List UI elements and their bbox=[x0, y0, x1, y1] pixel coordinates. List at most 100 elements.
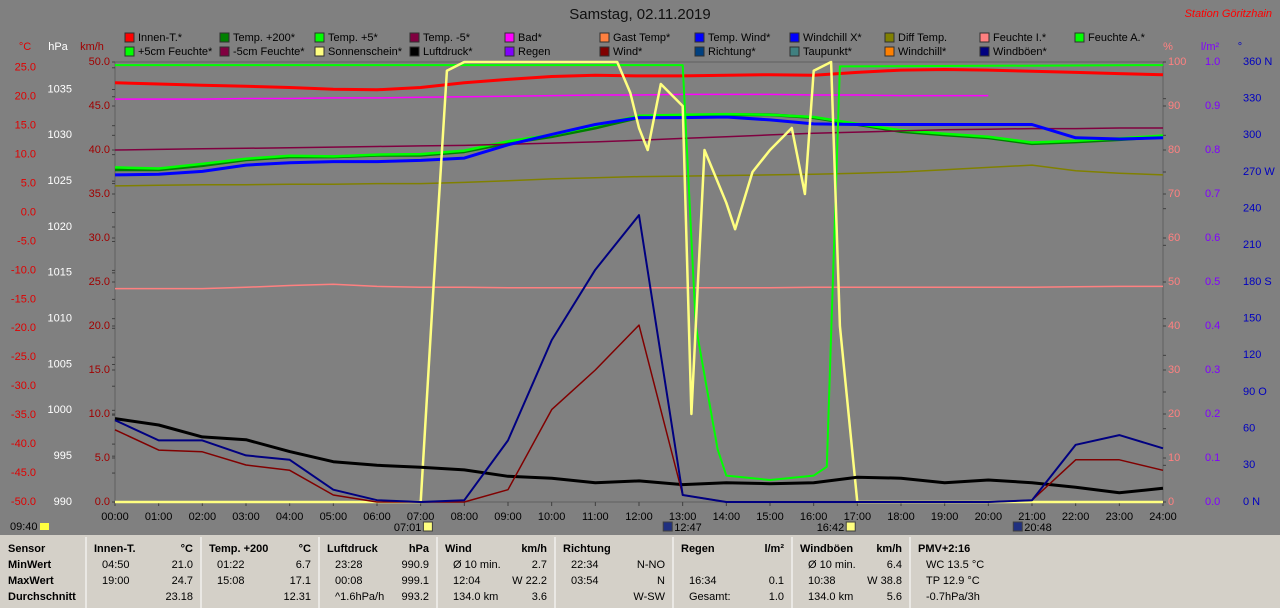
tick-label: 35.0 bbox=[89, 188, 110, 200]
legend-swatch bbox=[789, 46, 800, 57]
table-cell: W 22.2 bbox=[512, 575, 547, 587]
legend-label: Luftdruck* bbox=[423, 46, 473, 58]
x-tick-label: 13:00 bbox=[669, 511, 697, 523]
tick-label: 90 bbox=[1168, 100, 1180, 112]
legend-swatch bbox=[409, 32, 420, 43]
table-cell: 6.4 bbox=[887, 559, 902, 571]
legend-label: Windchill* bbox=[898, 46, 947, 58]
legend-swatch bbox=[504, 46, 515, 57]
legend-swatch bbox=[979, 46, 990, 57]
legend-swatch bbox=[504, 32, 515, 43]
x-tick-label: 18:00 bbox=[887, 511, 915, 523]
legend-label: Taupunkt* bbox=[803, 46, 853, 58]
sun-event-icon bbox=[662, 521, 673, 532]
legend-label: Regen bbox=[518, 46, 550, 58]
tick-label: 10 bbox=[1168, 452, 1180, 464]
table-cell: 17.1 bbox=[290, 575, 311, 587]
x-tick-label: 22:00 bbox=[1062, 511, 1090, 523]
table-header: Windböen bbox=[800, 543, 853, 555]
table-unit: °C bbox=[181, 543, 193, 555]
chart-title: Samstag, 02.11.2019 bbox=[569, 6, 711, 23]
table-cell: 12:04 bbox=[453, 575, 481, 587]
tick-label: 40 bbox=[1168, 320, 1180, 332]
legend-swatch bbox=[884, 46, 895, 57]
tick-label: 360 N bbox=[1243, 56, 1272, 68]
table-unit: km/h bbox=[876, 543, 902, 555]
tick-label: 25.0 bbox=[15, 62, 36, 74]
tick-label: 50.0 bbox=[89, 56, 110, 68]
x-tick-label: 16:00 bbox=[800, 511, 828, 523]
tick-label: 0.4 bbox=[1205, 320, 1220, 332]
table-cell: -0.7hPa/3h bbox=[926, 591, 980, 603]
legend-label: Wind* bbox=[613, 46, 643, 58]
tick-label: 0 N bbox=[1243, 496, 1260, 508]
axis-title: hPa bbox=[48, 41, 68, 53]
tick-label: 120 bbox=[1243, 349, 1261, 361]
x-tick-label: 12:00 bbox=[625, 511, 653, 523]
table-header: Innen-T. bbox=[94, 543, 136, 555]
table-background bbox=[0, 535, 1280, 608]
tick-label: 0.0 bbox=[21, 206, 36, 218]
series-line bbox=[114, 115, 1164, 177]
x-tick-label: 05:00 bbox=[320, 511, 348, 523]
legend-label: Gast Temp* bbox=[613, 32, 671, 44]
table-row-label: MinWert bbox=[8, 559, 52, 571]
sun-event-icon bbox=[1012, 521, 1023, 532]
series-line bbox=[115, 283, 1163, 290]
x-tick-label: 24:00 bbox=[1149, 511, 1177, 523]
tick-label: 995 bbox=[54, 450, 72, 462]
table-cell: 16:34 bbox=[689, 575, 717, 587]
axis-title: °C bbox=[19, 41, 31, 53]
legend-label: Windchill X* bbox=[803, 32, 862, 44]
tick-label: 100 bbox=[1168, 56, 1186, 68]
tick-label: 150 bbox=[1243, 313, 1261, 325]
table-header: Regen bbox=[681, 543, 715, 555]
x-tick-label: 15:00 bbox=[756, 511, 784, 523]
legend-label: Temp. Wind* bbox=[708, 32, 771, 44]
table-cell: 23:28 bbox=[335, 559, 363, 571]
x-tick-label: 07:00 bbox=[407, 511, 435, 523]
tick-label: 330 bbox=[1243, 93, 1261, 105]
tick-label: 300 bbox=[1243, 129, 1261, 141]
sun-event-label: 20:48 bbox=[1024, 522, 1052, 534]
tick-label: 90 O bbox=[1243, 386, 1267, 398]
series-line bbox=[114, 68, 1164, 92]
tick-label: 30 bbox=[1243, 459, 1255, 471]
table-cell: 22:34 bbox=[571, 559, 599, 571]
sun-event-icon bbox=[422, 521, 433, 532]
series-line bbox=[114, 164, 1164, 187]
tick-label: 0.0 bbox=[1205, 496, 1220, 508]
legend-swatch bbox=[599, 32, 610, 43]
table-cell: 0.1 bbox=[769, 575, 784, 587]
legend-swatch bbox=[124, 32, 135, 43]
legend-label: Innen-T.* bbox=[138, 32, 183, 44]
tick-label: 0.9 bbox=[1205, 100, 1220, 112]
table-unit: km/h bbox=[521, 543, 547, 555]
tick-label: 0.2 bbox=[1205, 408, 1220, 420]
table-cell: 01:22 bbox=[217, 559, 245, 571]
axis-title: ° bbox=[1238, 41, 1242, 53]
series-line bbox=[114, 127, 1163, 151]
table-row-label: Durchschnitt bbox=[8, 591, 76, 603]
tick-label: 60 bbox=[1243, 423, 1255, 435]
table-row-label: Sensor bbox=[8, 543, 46, 555]
tick-label: 5.0 bbox=[95, 452, 110, 464]
tick-label: 50 bbox=[1168, 276, 1180, 288]
series-line bbox=[114, 214, 1164, 503]
x-tick-label: 06:00 bbox=[363, 511, 391, 523]
tick-label: 25.0 bbox=[89, 276, 110, 288]
tick-label: 1035 bbox=[48, 83, 72, 95]
series-line bbox=[114, 417, 1164, 495]
axis-title: l/m² bbox=[1201, 41, 1220, 53]
tick-label: -5.0 bbox=[17, 235, 36, 247]
tick-label: 20.0 bbox=[89, 320, 110, 332]
legend-swatch bbox=[314, 32, 325, 43]
table-cell: 12.31 bbox=[283, 591, 311, 603]
tick-label: 240 bbox=[1243, 203, 1261, 215]
legend-swatch bbox=[219, 32, 230, 43]
tick-label: -10.0 bbox=[11, 264, 36, 276]
tick-label: 20 bbox=[1168, 408, 1180, 420]
tick-label: 0.7 bbox=[1205, 188, 1220, 200]
tick-label: 15.0 bbox=[15, 120, 36, 132]
legend-label: Feuchte A.* bbox=[1088, 32, 1146, 44]
